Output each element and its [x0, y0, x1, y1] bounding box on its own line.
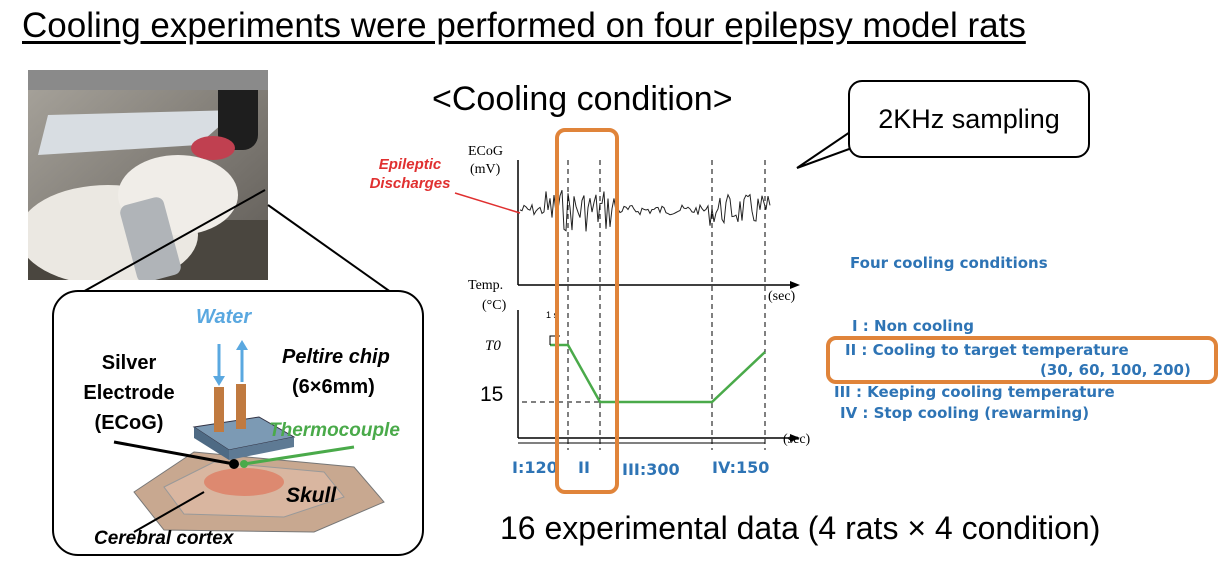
sampling-bubble: 2KHz sampling — [848, 80, 1090, 158]
page-title: Cooling experiments were performed on fo… — [22, 6, 1026, 45]
water-label: Water — [196, 306, 252, 328]
peltier-label: Peltire chip — [282, 346, 390, 368]
epileptic-label: Epileptic Discharges — [369, 156, 451, 192]
cooling-diagram — [517, 160, 800, 450]
silver-electrode-label: Silver Electrode (ECoG) — [83, 352, 175, 434]
cortex-label: Cerebral cortex — [94, 528, 234, 549]
setup-photo — [28, 70, 268, 280]
condition-1: I : Non cooling — [852, 317, 974, 335]
ecog-unit: (mV) — [470, 162, 501, 177]
phase-ii-highlight — [555, 128, 619, 494]
fifteen-label: 15 — [480, 383, 504, 406]
temp-unit: (°C) — [482, 298, 507, 313]
phase-label-2: II — [578, 458, 590, 477]
ecog-label: ECoG — [468, 144, 503, 159]
condition-ii-highlight — [826, 336, 1218, 384]
phase-label-3: III:300 — [622, 460, 680, 479]
epileptic-pointer — [454, 192, 521, 214]
summary-text: 16 experimental data (4 rats × 4 conditi… — [500, 510, 1101, 546]
condition-2: II : Cooling to target temperature — [845, 341, 1129, 359]
sec-label-bottom: (sec) — [783, 432, 811, 447]
conditions-heading: Four cooling conditions — [850, 254, 1048, 272]
one-second-label: 1 s — [546, 310, 559, 320]
phase-label-4: IV:150 — [712, 458, 770, 477]
temp-label: Temp. — [468, 278, 504, 293]
condition-3: III : Keeping cooling temperature — [834, 383, 1115, 401]
cooling-title: <Cooling condition> — [432, 80, 733, 118]
peltier-size-label: (6×6mm) — [292, 376, 375, 398]
phase-label-1: I:120 — [512, 458, 558, 477]
schematic-inset: Water Silver Electrode (ECoG) Peltire ch… — [52, 290, 424, 556]
skull-label: Skull — [286, 484, 337, 507]
thermocouple-label: Thermocouple — [269, 420, 400, 441]
condition-4: IV : Stop cooling (rewarming) — [840, 404, 1090, 422]
sec-label-top: (sec) — [768, 289, 796, 304]
condition-2-values: (30, 60, 100, 200) — [1040, 361, 1191, 379]
zoom-connector — [71, 189, 403, 301]
t0-label: T0 — [485, 338, 501, 354]
